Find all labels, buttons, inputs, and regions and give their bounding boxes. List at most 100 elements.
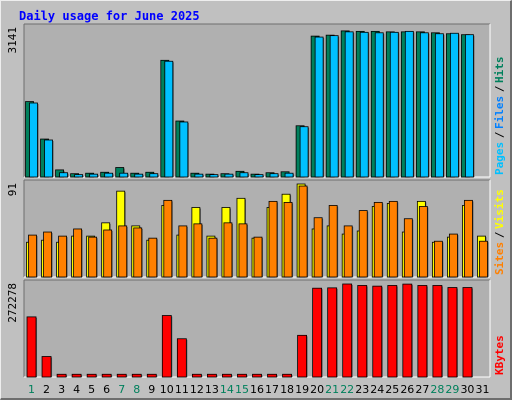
bar-pages-day-23 [359, 31, 369, 178]
x-tick-label: 6 [103, 383, 110, 396]
bar-sites-day-3 [58, 235, 67, 278]
x-tick-label: 16 [250, 383, 264, 396]
bar-sites-day-13 [208, 237, 218, 278]
x-tick-label: 31 [475, 383, 489, 396]
bar-sites-day-20 [313, 217, 323, 278]
x-tick-label: 22 [340, 383, 354, 396]
bar-kbytes-day-19 [297, 334, 307, 378]
x-tick-label: 30 [460, 383, 474, 396]
bar-kbytes-day-24 [372, 285, 383, 378]
chart-title: Daily usage for June 2025 [19, 9, 200, 23]
bar-pages-day-5 [89, 173, 99, 178]
bar-kbytes-day-21 [327, 287, 338, 378]
bar-kbytes-day-27 [417, 285, 428, 378]
bar-kbytes-day-4 [71, 373, 82, 378]
bar-pages-day-27 [419, 32, 429, 178]
y-max-label-hits_files_pages: 3141 [6, 27, 19, 54]
x-tick-label: 12 [190, 383, 204, 396]
bar-sites-day-19 [298, 185, 308, 278]
bar-sites-day-21 [328, 205, 338, 278]
x-tick-label: 4 [73, 383, 80, 396]
bar-pages-day-15 [239, 172, 249, 178]
legend-pages: Pages [493, 142, 506, 175]
bar-pages-day-16 [254, 174, 264, 178]
bar-sites-day-12 [193, 223, 203, 278]
bar-sites-day-30 [464, 199, 473, 278]
bar-pages-day-22 [344, 31, 354, 178]
bar-sites-day-17 [268, 200, 278, 278]
x-tick-label: 5 [88, 383, 95, 396]
bar-sites-day-18 [283, 201, 293, 278]
bar-kbytes-day-9 [146, 373, 157, 378]
bar-kbytes-day-5 [86, 373, 97, 378]
bar-sites-day-25 [388, 200, 398, 278]
x-tick-label: 20 [310, 383, 324, 396]
bar-kbytes-day-30 [462, 287, 473, 378]
bar-kbytes-day-7 [116, 373, 127, 378]
x-tick-label: 7 [118, 383, 125, 396]
bar-sites-day-15 [238, 223, 248, 278]
legend-separator: / [493, 85, 506, 92]
bar-pages-day-9 [149, 173, 159, 178]
bar-pages-day-10 [164, 60, 174, 178]
bar-pages-day-26 [404, 30, 414, 178]
bar-pages-day-29 [450, 32, 459, 178]
x-tick-label: 18 [280, 383, 294, 396]
legend-separator: / [493, 131, 506, 138]
bar-pages-day-6 [104, 172, 114, 178]
x-tick-label: 11 [175, 383, 189, 396]
bar-pages-day-1 [29, 102, 38, 178]
bar-pages-day-17 [269, 173, 279, 178]
bar-kbytes-day-13 [207, 373, 217, 378]
bar-sites-day-14 [223, 222, 233, 278]
bar-kbytes-day-16 [252, 373, 262, 378]
bar-kbytes-day-2 [41, 356, 52, 378]
bar-pages-day-12 [194, 173, 204, 178]
bar-pages-day-14 [224, 173, 234, 178]
x-tick-label: 19 [295, 383, 309, 396]
bar-kbytes-day-8 [131, 373, 142, 378]
bar-pages-day-25 [389, 31, 399, 178]
legend-separator: / [493, 231, 506, 238]
bar-kbytes-day-12 [191, 373, 202, 378]
bar-pages-day-3 [59, 172, 68, 178]
bar-kbytes-day-3 [56, 373, 67, 378]
x-tick-label: 24 [370, 383, 384, 396]
bar-kbytes-day-20 [312, 287, 323, 378]
bar-sites-day-27 [418, 206, 428, 278]
x-tick-label: 21 [325, 383, 339, 396]
bar-pages-day-28 [434, 33, 444, 178]
bar-pages-day-20 [314, 36, 324, 178]
bar-kbytes-day-28 [432, 285, 443, 378]
bar-kbytes-day-18 [282, 373, 292, 378]
x-tick-label: 13 [205, 383, 219, 396]
bar-sites-day-29 [449, 233, 458, 278]
bar-kbytes-day-10 [161, 315, 172, 378]
bar-kbytes-day-15 [237, 373, 247, 378]
bar-kbytes-day-11 [176, 338, 187, 378]
bar-kbytes-day-29 [447, 287, 458, 378]
bar-sites-day-8 [133, 227, 143, 278]
bar-sites-day-6 [103, 229, 113, 278]
y-max-label-kbytes: 272278 [6, 283, 19, 323]
bar-kbytes-day-1 [26, 316, 37, 378]
y-max-label-visits_sites: 91 [6, 183, 19, 196]
legend-sites: Sites [493, 242, 506, 275]
legend-visits: Visits [493, 189, 506, 229]
bar-sites-day-11 [178, 225, 188, 278]
bar-sites-day-26 [403, 218, 413, 278]
bar-pages-day-19 [299, 126, 309, 178]
bar-sites-day-24 [373, 201, 383, 278]
bar-pages-day-2 [44, 139, 53, 178]
bar-pages-day-30 [465, 34, 474, 178]
legend-hits: Hits [493, 57, 506, 84]
bar-sites-day-5 [88, 236, 98, 278]
x-tick-label: 23 [355, 383, 369, 396]
bar-pages-day-21 [329, 35, 339, 178]
x-tick-label: 17 [265, 383, 279, 396]
bar-sites-day-9 [148, 237, 158, 278]
bar-pages-day-18 [284, 172, 294, 178]
bar-sites-day-28 [433, 240, 443, 278]
bar-sites-day-4 [73, 228, 83, 278]
